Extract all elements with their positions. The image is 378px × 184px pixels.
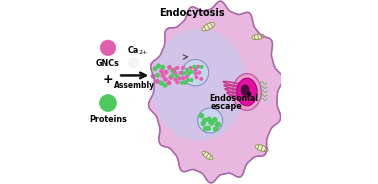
Circle shape	[214, 127, 218, 131]
Circle shape	[167, 81, 171, 85]
Circle shape	[198, 71, 201, 74]
Circle shape	[175, 66, 179, 70]
Text: Assembly: Assembly	[114, 81, 155, 90]
Text: Endosomal: Endosomal	[209, 94, 258, 103]
Circle shape	[179, 71, 183, 75]
Circle shape	[190, 70, 194, 74]
Circle shape	[213, 118, 217, 122]
Circle shape	[192, 65, 196, 68]
Polygon shape	[149, 1, 283, 183]
Circle shape	[207, 117, 211, 121]
Circle shape	[206, 126, 211, 130]
Circle shape	[189, 66, 192, 70]
Circle shape	[194, 68, 197, 72]
Ellipse shape	[252, 34, 264, 40]
Ellipse shape	[255, 145, 268, 152]
Circle shape	[170, 74, 174, 77]
Circle shape	[100, 40, 116, 56]
Text: escape: escape	[211, 102, 242, 111]
Circle shape	[169, 75, 173, 79]
Circle shape	[187, 72, 191, 76]
Circle shape	[180, 81, 184, 85]
Circle shape	[186, 70, 189, 73]
Circle shape	[182, 71, 186, 75]
Circle shape	[163, 83, 167, 88]
Circle shape	[161, 65, 165, 70]
Ellipse shape	[202, 151, 213, 160]
Circle shape	[184, 81, 187, 85]
Text: GNCs: GNCs	[96, 59, 120, 68]
Circle shape	[164, 70, 168, 75]
Circle shape	[200, 114, 203, 118]
Circle shape	[178, 76, 181, 80]
Circle shape	[196, 65, 200, 68]
Circle shape	[185, 75, 189, 79]
Circle shape	[155, 73, 160, 77]
Circle shape	[172, 68, 176, 72]
Text: Endocytosis: Endocytosis	[159, 8, 225, 18]
Text: Proteins: Proteins	[89, 115, 127, 124]
Circle shape	[185, 68, 189, 71]
Circle shape	[174, 71, 177, 75]
Circle shape	[167, 65, 172, 70]
Circle shape	[198, 108, 223, 133]
Circle shape	[176, 80, 179, 84]
Ellipse shape	[237, 78, 257, 106]
Circle shape	[155, 79, 160, 84]
Circle shape	[209, 120, 213, 124]
Circle shape	[186, 78, 190, 82]
Circle shape	[174, 77, 177, 81]
Text: +: +	[103, 73, 113, 86]
FancyArrowPatch shape	[183, 55, 187, 59]
Circle shape	[201, 121, 205, 125]
Ellipse shape	[202, 22, 215, 31]
Circle shape	[203, 118, 207, 122]
Circle shape	[156, 64, 161, 68]
Text: Ca: Ca	[127, 46, 139, 55]
Circle shape	[181, 66, 185, 70]
Circle shape	[181, 77, 185, 80]
Circle shape	[190, 78, 193, 82]
Circle shape	[151, 74, 155, 78]
Circle shape	[159, 81, 164, 85]
Circle shape	[159, 69, 164, 73]
Circle shape	[153, 66, 157, 71]
Circle shape	[200, 77, 203, 81]
Circle shape	[170, 68, 175, 73]
Circle shape	[210, 121, 214, 125]
Circle shape	[128, 57, 139, 68]
Circle shape	[195, 75, 198, 79]
Circle shape	[194, 72, 197, 75]
Circle shape	[216, 122, 220, 126]
Circle shape	[163, 77, 167, 82]
Circle shape	[161, 73, 165, 78]
Circle shape	[175, 74, 179, 78]
Ellipse shape	[241, 84, 249, 96]
Circle shape	[200, 65, 203, 69]
Text: 2+: 2+	[139, 50, 148, 55]
Ellipse shape	[247, 92, 251, 97]
Ellipse shape	[151, 29, 247, 141]
Circle shape	[99, 95, 116, 112]
Circle shape	[182, 59, 209, 86]
Circle shape	[215, 123, 220, 127]
Circle shape	[203, 127, 208, 131]
Ellipse shape	[233, 74, 261, 110]
